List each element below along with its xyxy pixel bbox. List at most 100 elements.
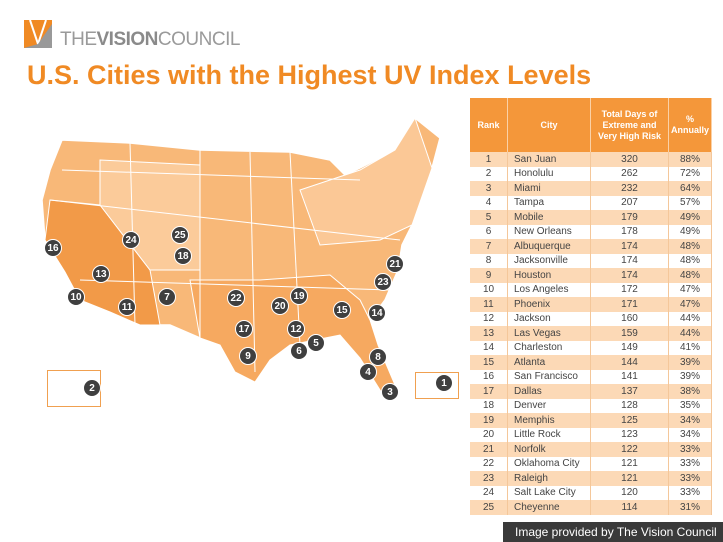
cell-city: San Francisco — [507, 369, 591, 384]
cell-total-days: 179 — [590, 210, 669, 225]
map-marker: 4 — [359, 363, 377, 381]
cell-rank: 2 — [470, 166, 508, 181]
cell-total-days: 207 — [590, 195, 669, 210]
cell-rank: 8 — [470, 253, 508, 268]
map-marker: 8 — [369, 348, 387, 366]
table-row: 11 Phoenix 171 47% — [470, 297, 712, 312]
cell-total-days: 137 — [590, 384, 669, 399]
map-marker: 20 — [271, 297, 289, 315]
cell-city: Houston — [507, 268, 591, 283]
cell-city: Tampa — [507, 195, 591, 210]
map-marker: 6 — [290, 342, 308, 360]
cell-rank: 14 — [470, 340, 508, 355]
map-marker: 22 — [227, 289, 245, 307]
cell-percent: 47% — [668, 282, 712, 297]
map-marker: 14 — [368, 304, 386, 322]
cell-total-days: 174 — [590, 239, 669, 254]
table-row: 14 Charleston 149 41% — [470, 340, 712, 355]
cell-city: Phoenix — [507, 297, 591, 312]
table-row: 19 Memphis 125 34% — [470, 413, 712, 428]
cell-rank: 6 — [470, 224, 508, 239]
map-marker: 13 — [92, 265, 110, 283]
cell-percent: 41% — [668, 340, 712, 355]
table-row: 4 Tampa 207 57% — [470, 195, 712, 210]
cell-total-days: 160 — [590, 311, 669, 326]
cell-city: Norfolk — [507, 442, 591, 457]
cell-percent: 33% — [668, 471, 712, 486]
table-row: 3 Miami 232 64% — [470, 181, 712, 196]
cell-total-days: 121 — [590, 471, 669, 486]
cell-city: Memphis — [507, 413, 591, 428]
puerto-rico-inset — [415, 372, 459, 399]
cell-rank: 25 — [470, 500, 508, 515]
table-row: 25 Cheyenne 114 31% — [470, 500, 712, 515]
cell-percent: 64% — [668, 181, 712, 196]
table-row: 9 Houston 174 48% — [470, 268, 712, 283]
cell-rank: 12 — [470, 311, 508, 326]
cell-percent: 34% — [668, 427, 712, 442]
table-row: 8 Jacksonville 174 48% — [470, 253, 712, 268]
cell-total-days: 262 — [590, 166, 669, 181]
cell-percent: 39% — [668, 355, 712, 370]
cell-city: Jacksonville — [507, 253, 591, 268]
cell-percent: 48% — [668, 239, 712, 254]
table-row: 20 Little Rock 123 34% — [470, 427, 712, 442]
cell-percent: 48% — [668, 268, 712, 283]
map-marker: 2 — [83, 379, 101, 397]
table-row: 2 Honolulu 262 72% — [470, 166, 712, 181]
table-row: 15 Atlanta 144 39% — [470, 355, 712, 370]
cell-total-days: 172 — [590, 282, 669, 297]
cell-total-days: 149 — [590, 340, 669, 355]
cell-city: Honolulu — [507, 166, 591, 181]
cell-total-days: 123 — [590, 427, 669, 442]
table-row: 23 Raleigh 121 33% — [470, 471, 712, 486]
table-row: 21 Norfolk 122 33% — [470, 442, 712, 457]
cell-percent: 57% — [668, 195, 712, 210]
cell-rank: 20 — [470, 427, 508, 442]
cell-city: Denver — [507, 398, 591, 413]
cell-city: Los Angeles — [507, 282, 591, 297]
cell-total-days: 178 — [590, 224, 669, 239]
table-row: 13 Las Vegas 159 44% — [470, 326, 712, 341]
cell-rank: 17 — [470, 384, 508, 399]
cell-total-days: 174 — [590, 253, 669, 268]
map-marker: 25 — [171, 226, 189, 244]
header-rank: Rank — [470, 98, 508, 152]
cell-rank: 16 — [470, 369, 508, 384]
cell-percent: 48% — [668, 253, 712, 268]
header-percent: % Annually — [668, 98, 712, 152]
table-row: 7 Albuquerque 174 48% — [470, 239, 712, 254]
table-row: 6 New Orleans 178 49% — [470, 224, 712, 239]
cell-total-days: 122 — [590, 442, 669, 457]
map-marker: 19 — [290, 287, 308, 305]
cell-percent: 31% — [668, 500, 712, 515]
table-row: 1 San Juan 320 88% — [470, 152, 712, 167]
cell-percent: 35% — [668, 398, 712, 413]
cell-city: Oklahoma City — [507, 456, 591, 471]
table-row: 24 Salt Lake City 120 33% — [470, 485, 712, 500]
cell-city: San Juan — [507, 152, 591, 167]
map-marker: 16 — [44, 239, 62, 257]
cell-percent: 39% — [668, 369, 712, 384]
header-total-days: Total Days of Extreme and Very High Risk — [590, 98, 669, 152]
cell-rank: 13 — [470, 326, 508, 341]
cell-total-days: 121 — [590, 456, 669, 471]
cell-total-days: 128 — [590, 398, 669, 413]
cell-percent: 44% — [668, 311, 712, 326]
cell-percent: 33% — [668, 442, 712, 457]
cell-city: Raleigh — [507, 471, 591, 486]
table-row: 17 Dallas 137 38% — [470, 384, 712, 399]
cell-city: New Orleans — [507, 224, 591, 239]
cell-percent: 88% — [668, 152, 712, 167]
cell-percent: 49% — [668, 224, 712, 239]
cell-rank: 24 — [470, 485, 508, 500]
cell-city: Miami — [507, 181, 591, 196]
cell-total-days: 120 — [590, 485, 669, 500]
header-city: City — [507, 98, 591, 152]
cell-percent: 47% — [668, 297, 712, 312]
cell-total-days: 125 — [590, 413, 669, 428]
cell-rank: 1 — [470, 152, 508, 167]
cell-city: Mobile — [507, 210, 591, 225]
cell-city: Little Rock — [507, 427, 591, 442]
cell-total-days: 232 — [590, 181, 669, 196]
